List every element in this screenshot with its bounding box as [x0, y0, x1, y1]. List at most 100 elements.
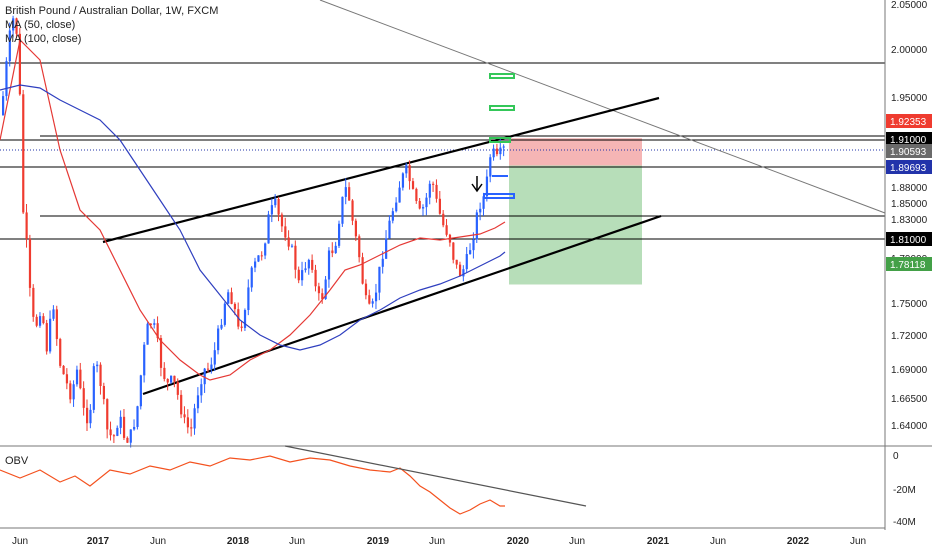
y-tick-label: 1.72000 — [891, 331, 928, 342]
candle-body — [190, 427, 193, 429]
candle-body — [129, 429, 132, 443]
candle-body — [442, 213, 445, 226]
y-tick-label: 1.66500 — [891, 394, 928, 405]
candle-body — [59, 339, 62, 366]
candle-body — [119, 416, 122, 428]
y-tick-label: 1.88000 — [891, 183, 928, 194]
price-label-box — [886, 232, 932, 246]
candle-body — [374, 292, 378, 302]
candle-body — [8, 30, 11, 62]
candle-body — [469, 250, 472, 255]
candle-body — [472, 239, 475, 251]
candle-body — [445, 225, 448, 235]
candle-body — [351, 200, 354, 221]
candle-body — [264, 243, 267, 256]
candle-body — [388, 220, 391, 239]
candle-body — [307, 259, 310, 269]
x-tick-label: Jun — [850, 536, 866, 547]
candle-body — [415, 188, 418, 201]
candle-body — [317, 286, 321, 294]
candle-body — [126, 437, 129, 443]
candle-body — [381, 258, 384, 267]
candle-body — [495, 148, 499, 155]
obv-legend: OBV — [5, 455, 29, 467]
candle-body — [82, 388, 85, 408]
candle-body — [485, 176, 489, 197]
candle-body — [176, 381, 179, 395]
candle-body — [398, 187, 401, 203]
candle-body — [28, 238, 32, 288]
candle-body — [65, 374, 69, 384]
candle-body — [475, 212, 478, 240]
candle-body — [361, 257, 364, 284]
candle-body — [2, 96, 5, 115]
candle-body — [136, 406, 139, 427]
price-label-box — [886, 144, 932, 158]
candle-body — [452, 242, 455, 260]
ma50-legend: MA (50, close) — [5, 19, 76, 31]
candle-body — [200, 384, 203, 396]
obv-tick-label: -20M — [893, 485, 916, 496]
candle-body — [489, 157, 492, 177]
candle-body — [260, 255, 263, 257]
candle-body — [35, 316, 38, 326]
candle-body — [149, 323, 153, 325]
candle-body — [75, 369, 79, 385]
candle-body — [102, 385, 105, 400]
candle-body — [146, 323, 149, 345]
candle-body — [233, 303, 237, 310]
stop-loss-zone — [509, 138, 642, 166]
candle-body — [69, 383, 72, 400]
candle-body — [210, 364, 213, 370]
candle-body — [348, 187, 351, 201]
grey-trendline — [319, 0, 886, 214]
candle-body — [133, 426, 136, 430]
candle-body — [62, 365, 65, 375]
chart-title: British Pound / Australian Dollar, 1W, F… — [5, 5, 219, 17]
candle-body — [462, 269, 465, 277]
candle-body — [324, 279, 327, 300]
price-label-box — [886, 132, 932, 146]
candle-body — [294, 245, 297, 270]
candle-body — [143, 344, 146, 376]
channel-upper — [102, 96, 660, 244]
price-label-box — [886, 257, 932, 271]
candle-body — [438, 198, 441, 214]
x-tick-label: Jun — [12, 536, 28, 547]
candle-body — [240, 326, 243, 328]
candle-body — [432, 183, 435, 185]
x-tick-label: 2017 — [87, 536, 110, 547]
obv-tick-label: 0 — [893, 451, 899, 462]
y-tick-label: 2.05000 — [891, 0, 928, 11]
x-tick-label: 2022 — [787, 536, 810, 547]
candle-body — [479, 208, 482, 213]
y-tick-label: 2.00000 — [891, 45, 928, 56]
candle-body — [311, 259, 314, 270]
x-tick-label: Jun — [569, 536, 585, 547]
y-tick-label: 1.75000 — [891, 299, 928, 310]
candle-body — [99, 364, 102, 386]
candle-body — [304, 268, 307, 271]
x-tick-label: 2018 — [227, 536, 250, 547]
candle-body — [358, 236, 361, 258]
candle-body — [435, 184, 438, 199]
candle-body — [52, 309, 55, 319]
candle-body — [55, 309, 58, 340]
candle-body — [331, 250, 334, 254]
x-tick-label: Jun — [710, 536, 726, 547]
target-marker-1 — [489, 73, 515, 79]
candle-body — [401, 173, 405, 188]
candle-body — [5, 61, 8, 97]
chart-legend: British Pound / Australian Dollar, 1W, F… — [5, 4, 218, 46]
candle-body — [109, 429, 112, 436]
candle-body — [193, 408, 196, 429]
candle-body — [153, 323, 156, 325]
candle-body — [227, 292, 230, 304]
candle-body — [12, 18, 15, 31]
candle-body — [49, 318, 52, 352]
candle-body — [499, 147, 502, 155]
candle-body — [338, 223, 341, 246]
candle-body — [32, 287, 35, 317]
